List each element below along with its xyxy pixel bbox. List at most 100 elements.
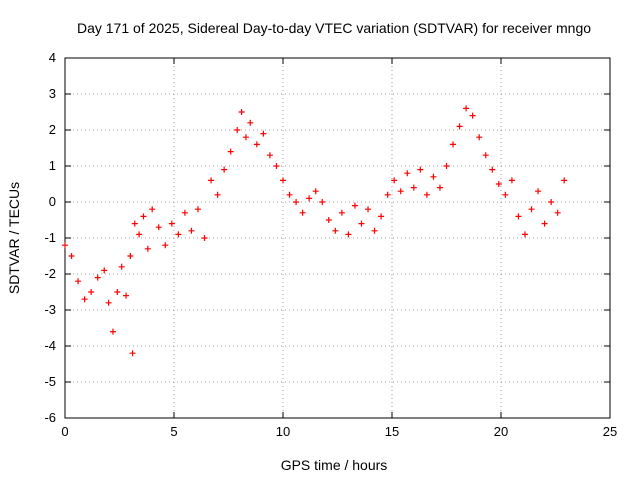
data-point	[286, 191, 293, 198]
data-point	[123, 292, 130, 299]
data-point	[109, 328, 116, 335]
data-point	[345, 231, 352, 238]
data-point	[101, 267, 108, 274]
data-point	[62, 242, 68, 249]
data-point	[214, 191, 221, 198]
data-point	[410, 184, 417, 191]
axis-ticks	[64, 57, 611, 419]
y-tick-label: 0	[49, 194, 56, 209]
data-point	[208, 177, 215, 184]
y-tick-label: -4	[44, 338, 56, 353]
data-point	[94, 274, 101, 281]
data-point	[280, 177, 286, 184]
data-point	[443, 163, 450, 169]
data-point	[365, 206, 372, 213]
data-point	[508, 177, 515, 184]
y-tick-label: 2	[49, 122, 56, 137]
y-tick-label: -1	[44, 230, 56, 245]
data-point	[358, 220, 365, 227]
data-point	[155, 224, 162, 231]
data-point	[234, 127, 241, 133]
data-point	[436, 184, 443, 191]
data-point	[88, 289, 95, 295]
y-tick-labels: -6 -5 -4 -3 -2 -1 0 1 2 3 4	[44, 50, 56, 425]
data-point	[561, 177, 568, 184]
data-point	[188, 227, 195, 234]
data-point	[325, 217, 332, 223]
data-point	[140, 213, 147, 220]
data-point	[476, 134, 483, 141]
data-point	[391, 177, 398, 184]
data-point	[397, 188, 404, 195]
data-point	[469, 112, 476, 119]
data-point	[175, 231, 182, 238]
data-point	[81, 296, 88, 303]
data-point	[548, 199, 555, 205]
data-point	[144, 245, 151, 252]
data-point	[168, 220, 175, 227]
x-axis-label: GPS time / hours	[281, 457, 388, 473]
grid	[65, 58, 610, 418]
data-point	[351, 202, 358, 209]
data-point	[521, 231, 528, 238]
data-point	[502, 191, 509, 198]
data-point	[338, 209, 345, 216]
y-tick-label: 1	[49, 158, 56, 173]
data-point	[312, 188, 319, 195]
chart-title: Day 171 of 2025, Sidereal Day-to-day VTE…	[77, 20, 591, 36]
data-point	[463, 105, 470, 112]
data-point	[131, 220, 138, 227]
data-point	[181, 209, 188, 216]
data-point	[293, 199, 300, 205]
data-point	[456, 123, 463, 130]
y-tick-label: 3	[49, 86, 56, 101]
data-point	[149, 206, 156, 213]
data-point	[247, 119, 254, 126]
data-point	[266, 152, 273, 159]
data-point	[384, 191, 391, 198]
data-point	[430, 173, 437, 180]
data-point	[105, 299, 112, 306]
x-tick-labels: 0 5 10 15 20 25	[61, 424, 617, 439]
data-point	[238, 109, 245, 115]
data-point	[404, 170, 411, 177]
data-point	[136, 231, 143, 238]
data-markers	[62, 105, 568, 357]
data-point	[114, 289, 121, 295]
data-point	[242, 134, 249, 141]
data-point	[515, 213, 522, 220]
data-point	[495, 181, 502, 187]
data-point	[299, 209, 306, 216]
y-tick-label: 4	[49, 50, 56, 65]
data-point	[306, 195, 313, 202]
data-point	[68, 253, 75, 259]
x-tick-label: 20	[494, 424, 508, 439]
data-point	[194, 206, 201, 213]
y-axis-label: SDTVAR / TECUs	[6, 182, 22, 294]
y-tick-label: -6	[44, 410, 56, 425]
data-point	[273, 163, 280, 169]
data-point	[127, 253, 134, 259]
data-point	[482, 152, 489, 159]
data-point	[227, 148, 234, 155]
x-tick-label: 5	[170, 424, 177, 439]
data-point	[450, 141, 457, 148]
data-point	[528, 206, 535, 213]
data-point	[75, 278, 82, 285]
data-point	[554, 209, 561, 216]
data-point	[129, 350, 136, 357]
x-tick-label: 10	[276, 424, 290, 439]
y-tick-label: -3	[44, 302, 56, 317]
data-point	[378, 213, 385, 220]
data-point	[489, 166, 496, 173]
x-tick-label: 0	[61, 424, 68, 439]
data-point	[221, 166, 228, 173]
data-point	[162, 242, 169, 249]
data-point	[423, 191, 430, 198]
data-point	[332, 227, 339, 234]
data-point	[541, 220, 548, 227]
data-point	[319, 199, 326, 205]
x-tick-label: 15	[385, 424, 399, 439]
data-point	[371, 227, 378, 234]
